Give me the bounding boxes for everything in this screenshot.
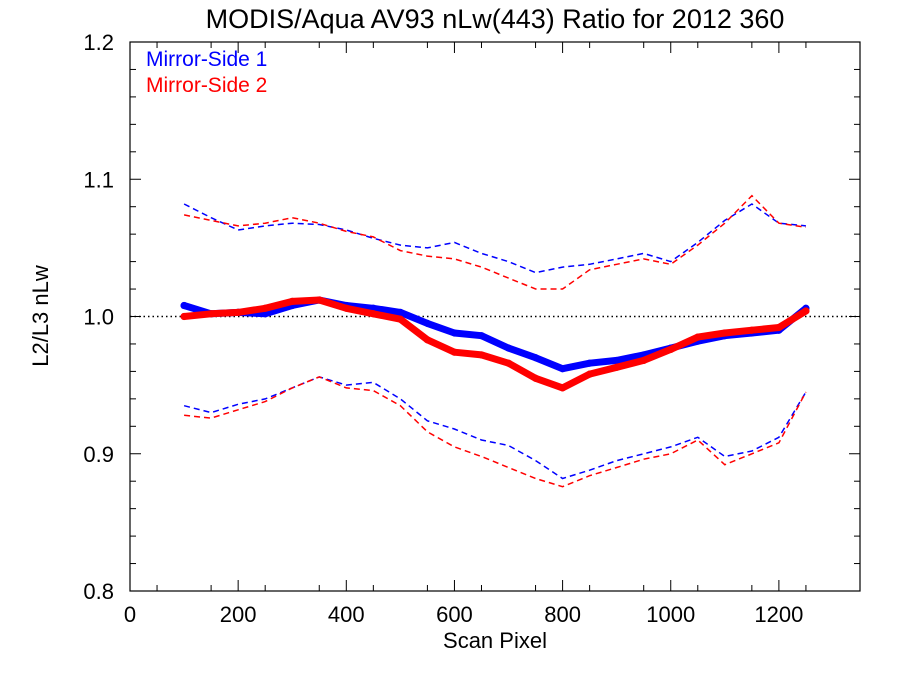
mirror-side-2-mean-point bbox=[748, 326, 756, 334]
mirror-side-2-mean-point bbox=[477, 351, 486, 359]
mirror-side-1-mean-line bbox=[180, 296, 810, 373]
x-tick-label: 400 bbox=[328, 602, 365, 627]
mirror-side-2-mean-point bbox=[423, 336, 432, 344]
mirror-side-1-mean-point bbox=[504, 344, 513, 352]
x-tick-label: 1000 bbox=[646, 602, 695, 627]
mirror-side-2-mean-point bbox=[775, 323, 783, 332]
mirror-side-1-mean-point bbox=[180, 301, 188, 310]
mirror-side-2-mean-point bbox=[180, 312, 188, 321]
mirror-side-1-mean-point bbox=[558, 365, 567, 373]
chart-title: MODIS/Aqua AV93 nLw(443) Ratio for 2012 … bbox=[206, 4, 785, 34]
mirror-side-2-lower-line bbox=[184, 376, 807, 488]
mirror-side-2-mean-point bbox=[802, 307, 810, 315]
mirror-side-2-mean-point bbox=[558, 384, 567, 392]
mirror-side-2-upper-line bbox=[183, 194, 807, 290]
x-axis: 0 200 400 600 800 1000 1200 bbox=[124, 42, 807, 627]
mirror-side-2-mean-point bbox=[261, 304, 269, 312]
mirror-side-1-mean-point bbox=[396, 308, 404, 316]
mirror-side-1-mean-point bbox=[477, 332, 486, 340]
mirror-side-2-mean-point bbox=[586, 370, 594, 378]
mirror-side-1-mean-point bbox=[531, 354, 540, 362]
mirror-side-2-mean-point bbox=[315, 296, 323, 304]
legend-mirror-side-2: Mirror-Side 2 bbox=[146, 74, 267, 97]
mirror-side-2-mean-point bbox=[369, 310, 377, 318]
mirror-side-1-mean-point bbox=[423, 319, 432, 327]
mirror-side-2-mean-point bbox=[667, 345, 675, 354]
y-tick-label: 0.9 bbox=[83, 442, 114, 467]
y-axis-label: L2/L3 nLw bbox=[28, 265, 53, 367]
mirror-side-2-mean-point bbox=[613, 363, 621, 371]
x-tick-label: 600 bbox=[436, 602, 473, 627]
mirror-side-2-mean-point bbox=[207, 310, 215, 318]
mirror-side-2-mean-point bbox=[342, 304, 350, 312]
mirror-side-1-upper-line bbox=[183, 203, 806, 274]
x-tick-label: 800 bbox=[544, 602, 581, 627]
x-tick-label: 1200 bbox=[754, 602, 803, 627]
mirror-side-1-mean-point bbox=[613, 356, 621, 365]
mirror-side-2-mean-point bbox=[640, 356, 648, 365]
mirror-side-2-mean-point bbox=[396, 315, 404, 323]
y-tick-label: 1.2 bbox=[83, 30, 114, 55]
x-tick-label: 200 bbox=[220, 602, 257, 627]
legend-mirror-side-1: Mirror-Side 1 bbox=[146, 48, 267, 71]
mirror-side-2-mean-point bbox=[504, 359, 513, 367]
y-axis: 0.8 0.9 1.0 1.1 1.2 bbox=[83, 30, 860, 604]
mirror-side-2-mean-point bbox=[450, 348, 459, 356]
mirror-side-2-mean-point bbox=[721, 329, 729, 337]
y-tick-label: 1.1 bbox=[83, 167, 114, 192]
x-axis-label: Scan Pixel bbox=[443, 628, 547, 653]
mirror-side-2-mean-point bbox=[531, 374, 540, 382]
series-layer bbox=[130, 194, 860, 488]
mirror-side-1-mean-point bbox=[586, 359, 594, 367]
mirror-side-2-mean-point bbox=[288, 297, 296, 306]
mirror-side-2-mean-point bbox=[694, 333, 702, 341]
y-tick-label: 1.0 bbox=[83, 305, 114, 330]
x-tick-label: 0 bbox=[124, 602, 136, 627]
mirror-side-1-lower-line bbox=[183, 376, 807, 480]
mirror-side-2-mean-point bbox=[234, 308, 242, 316]
mirror-side-2-mean-line bbox=[180, 296, 810, 392]
mirror-side-1-mean-point bbox=[450, 329, 459, 337]
y-tick-label: 0.8 bbox=[83, 579, 114, 604]
